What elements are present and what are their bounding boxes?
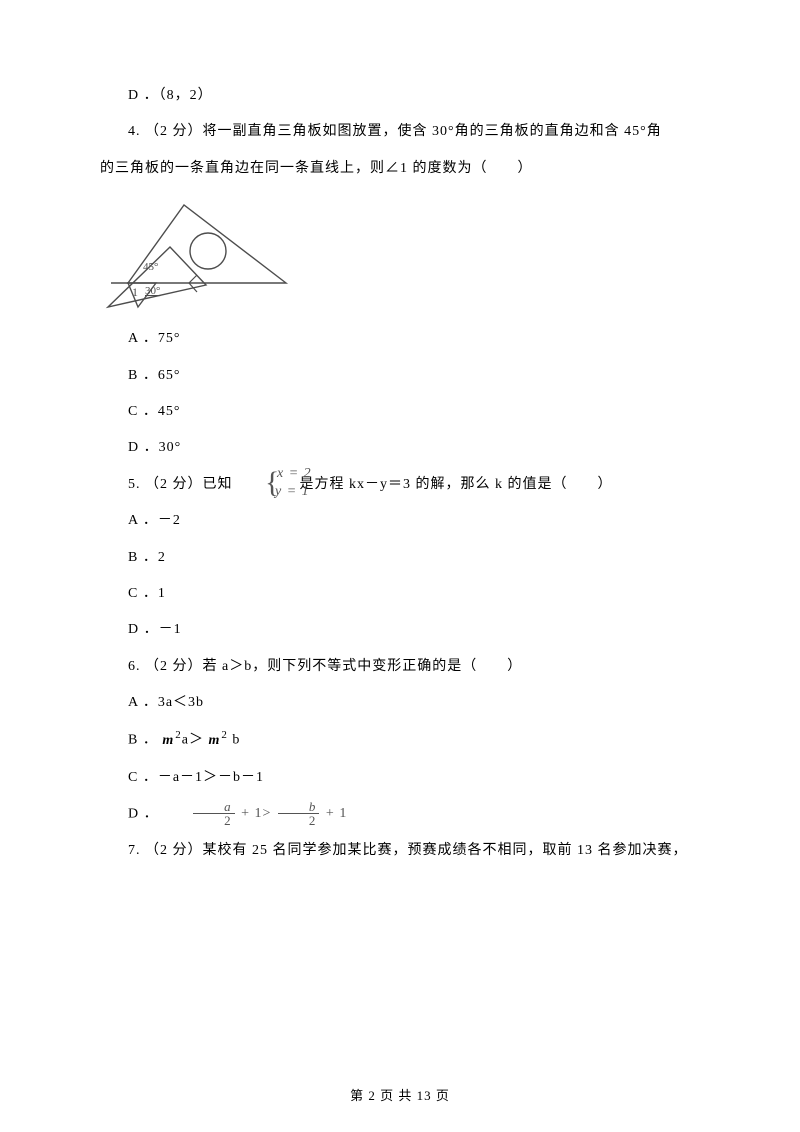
q6-optb-pre: B ． <box>128 733 158 748</box>
label-45: 45° <box>143 261 158 273</box>
q6-optb-post: b <box>228 733 241 748</box>
q6-option-c: C ．－a－1＞－b－1 <box>100 760 710 796</box>
q6-option-b: B ． m2a＞ m2 b <box>100 721 710 759</box>
q4-stem-line1: 4. （2 分）将一副直角三角板如图放置，使含 30°角的三角板的直角边和含 4… <box>100 114 710 150</box>
q4-option-b: B ．65° <box>100 358 710 394</box>
q5-option-a: A ．－2 <box>100 503 710 539</box>
q5-stem: 5. （2 分）已知 { x = 2 y = 1 是方程 kx－y＝3 的解，那… <box>100 467 710 503</box>
q5-option-d: D ．－1 <box>100 612 710 648</box>
q5-stem-pre: 5. （2 分）已知 <box>128 477 237 492</box>
q5-option-b: B ．2 <box>100 540 710 576</box>
q5-eq-bot: y = 1 <box>247 484 310 500</box>
m-squared-2: m2 <box>208 733 227 748</box>
m-squared-1: m2 <box>162 733 181 748</box>
q4-option-a: A ．75° <box>100 321 710 357</box>
q3-option-d: D ．（8，2） <box>100 0 710 114</box>
q5-eq-top: x = 2 <box>249 466 312 482</box>
q6-option-a: A ．3a＜3b <box>100 685 710 721</box>
triangle-set-squares-icon: 45° 1 30° <box>100 195 295 313</box>
q5-option-c: C ．1 <box>100 576 710 612</box>
label-30: 30° <box>145 285 160 297</box>
q6-optd-expr: a2 + 1> b2 + 1 <box>163 796 347 832</box>
label-1: 1 <box>132 285 138 299</box>
q5-system-icon: { x = 2 y = 1 <box>237 468 295 502</box>
q4-option-d: D ．30° <box>100 430 710 466</box>
page: D ．（8，2） 4. （2 分）将一副直角三角板如图放置，使含 30°角的三角… <box>0 0 800 1132</box>
q6-optd-pre: D ． <box>128 806 159 821</box>
q6-optb-mid: a＞ <box>182 733 209 748</box>
q5-stem-post: 是方程 kx－y＝3 的解，那么 k 的值是（ ） <box>300 477 613 492</box>
q4-stem-line2: 的三角板的一条直角边在同一条直线上，则∠1 的度数为（ ） <box>100 151 710 187</box>
frac-b-over-2: b2 <box>278 800 320 827</box>
q6-stem: 6. （2 分）若 a＞b，则下列不等式中变形正确的是（ ） <box>100 649 710 685</box>
q7-stem: 7. （2 分）某校有 25 名同学参加某比赛，预赛成绩各不相同，取前 13 名… <box>100 833 710 869</box>
q4-option-c: C ．45° <box>100 394 710 430</box>
page-footer: 第 2 页 共 13 页 <box>0 1085 800 1104</box>
frac-a-over-2: a2 <box>193 800 235 827</box>
q4-figure: 45° 1 30° <box>100 195 710 313</box>
q6-option-d: D ． a2 + 1> b2 + 1 <box>100 796 710 833</box>
